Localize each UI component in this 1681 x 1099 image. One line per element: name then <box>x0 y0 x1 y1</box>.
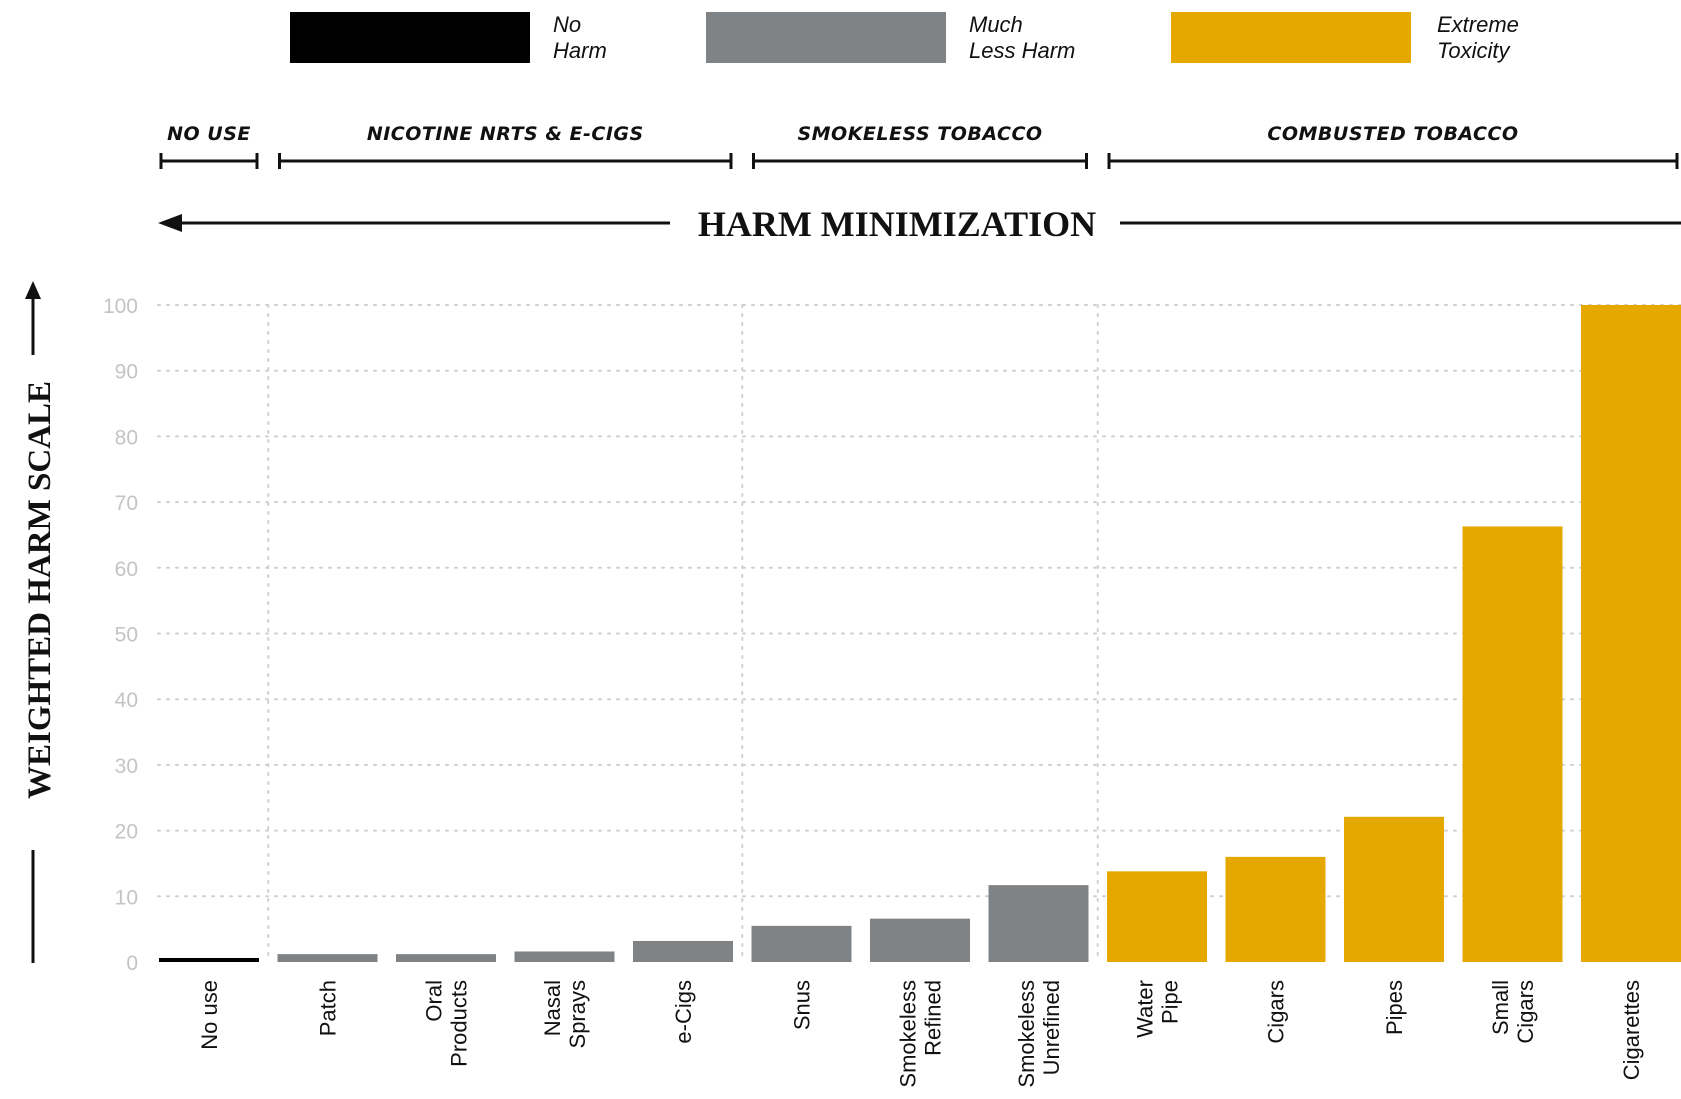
bar-8 <box>988 885 1089 962</box>
category-label-10: Cigars <box>1264 980 1289 1044</box>
category-label-1: No use <box>197 980 222 1050</box>
y-axis-label: WEIGHTED HARM SCALE <box>22 381 58 799</box>
category-label-3-line-1: Oral <box>422 980 447 1022</box>
bar-6 <box>751 925 852 962</box>
legend-label-1-line-1: No <box>553 12 581 37</box>
bar-10 <box>1225 856 1326 962</box>
bars <box>159 305 1681 962</box>
y-tick-label-70: 70 <box>115 492 138 515</box>
group-brackets: NO USE NICOTINE NRTS & E-CIGS SMOKELESS TO… <box>159 123 1679 169</box>
group-label-2: NICOTINE NRTS & E-CIGS <box>367 123 644 145</box>
group-label-1: NO USE <box>167 123 251 145</box>
bar-2 <box>277 954 378 962</box>
legend-swatch-2 <box>706 12 946 63</box>
legend-label-3-line-1: Extreme <box>1437 12 1519 37</box>
banner-arrow-head-icon <box>158 214 182 232</box>
bar-1 <box>159 958 259 962</box>
group-label-4: COMBUSTED TOBACCO <box>1267 123 1518 145</box>
category-label-2: Patch <box>316 980 341 1036</box>
category-label-9-line-1: Water <box>1133 980 1158 1038</box>
harm-minimization-banner: HARM MINIMIZATION <box>158 204 1681 244</box>
category-label-13: Cigarettes <box>1619 980 1644 1080</box>
y-tick-label-80: 80 <box>115 426 138 449</box>
legend-swatch-3 <box>1171 12 1411 63</box>
category-label-3-line-2: Products <box>447 980 472 1067</box>
bar-5 <box>633 940 733 962</box>
y-tick-label-40: 40 <box>115 689 138 712</box>
y-tick-label-30: 30 <box>115 755 138 778</box>
category-label-5: e-Cigs <box>671 980 696 1044</box>
y-ticks: 0 10 20 30 40 50 60 70 80 90 100 <box>103 295 138 975</box>
category-label-4-line-2: Sprays <box>565 980 590 1048</box>
legend-swatch-1 <box>290 12 530 63</box>
y-tick-label-90: 90 <box>115 361 138 384</box>
y-tick-label-60: 60 <box>115 558 138 581</box>
y-tick-label-100: 100 <box>103 295 138 318</box>
category-label-12-line-2: Cigars <box>1513 980 1538 1044</box>
bar-13 <box>1581 305 1681 962</box>
group-label-3: SMOKELESS TOBACCO <box>797 123 1042 145</box>
bar-9 <box>1107 871 1207 962</box>
legend-label-2-line-1: Much <box>969 12 1023 37</box>
y-axis-title: WEIGHTED HARM SCALE <box>22 281 58 963</box>
bar-11 <box>1344 816 1444 962</box>
y-tick-label-20: 20 <box>115 821 138 844</box>
category-label-7-line-2: Refined <box>921 980 946 1056</box>
y-tick-label-50: 50 <box>115 624 138 647</box>
legend-label-1-line-2: Harm <box>553 38 607 63</box>
bar-12 <box>1462 526 1563 962</box>
category-label-7-line-1: Smokeless <box>896 980 921 1088</box>
y-tick-label-0: 0 <box>126 952 138 975</box>
legend-label-3-line-2: Toxicity <box>1437 38 1512 63</box>
bar-7 <box>870 918 970 962</box>
grid <box>157 304 1681 963</box>
bar-3 <box>396 954 496 962</box>
y-arrow-head-icon <box>25 281 41 299</box>
y-tick-label-10: 10 <box>115 886 138 909</box>
category-label-12-line-1: Small <box>1488 980 1513 1035</box>
legend-label-2-line-2: Less Harm <box>969 38 1075 63</box>
category-label-9-line-2: Pipe <box>1158 980 1183 1024</box>
category-label-6: Snus <box>790 980 815 1030</box>
category-labels: No use Patch Oral Products Nasal Sprays e-Cigs… <box>197 980 1644 1088</box>
category-label-8-line-2: Unrefined <box>1039 980 1064 1075</box>
category-label-4-line-1: Nasal <box>540 980 565 1036</box>
category-label-8-line-1: Smokeless <box>1014 980 1039 1088</box>
category-label-11: Pipes <box>1382 980 1407 1035</box>
banner-title: HARM MINIMIZATION <box>698 204 1096 244</box>
bar-4 <box>514 951 615 962</box>
